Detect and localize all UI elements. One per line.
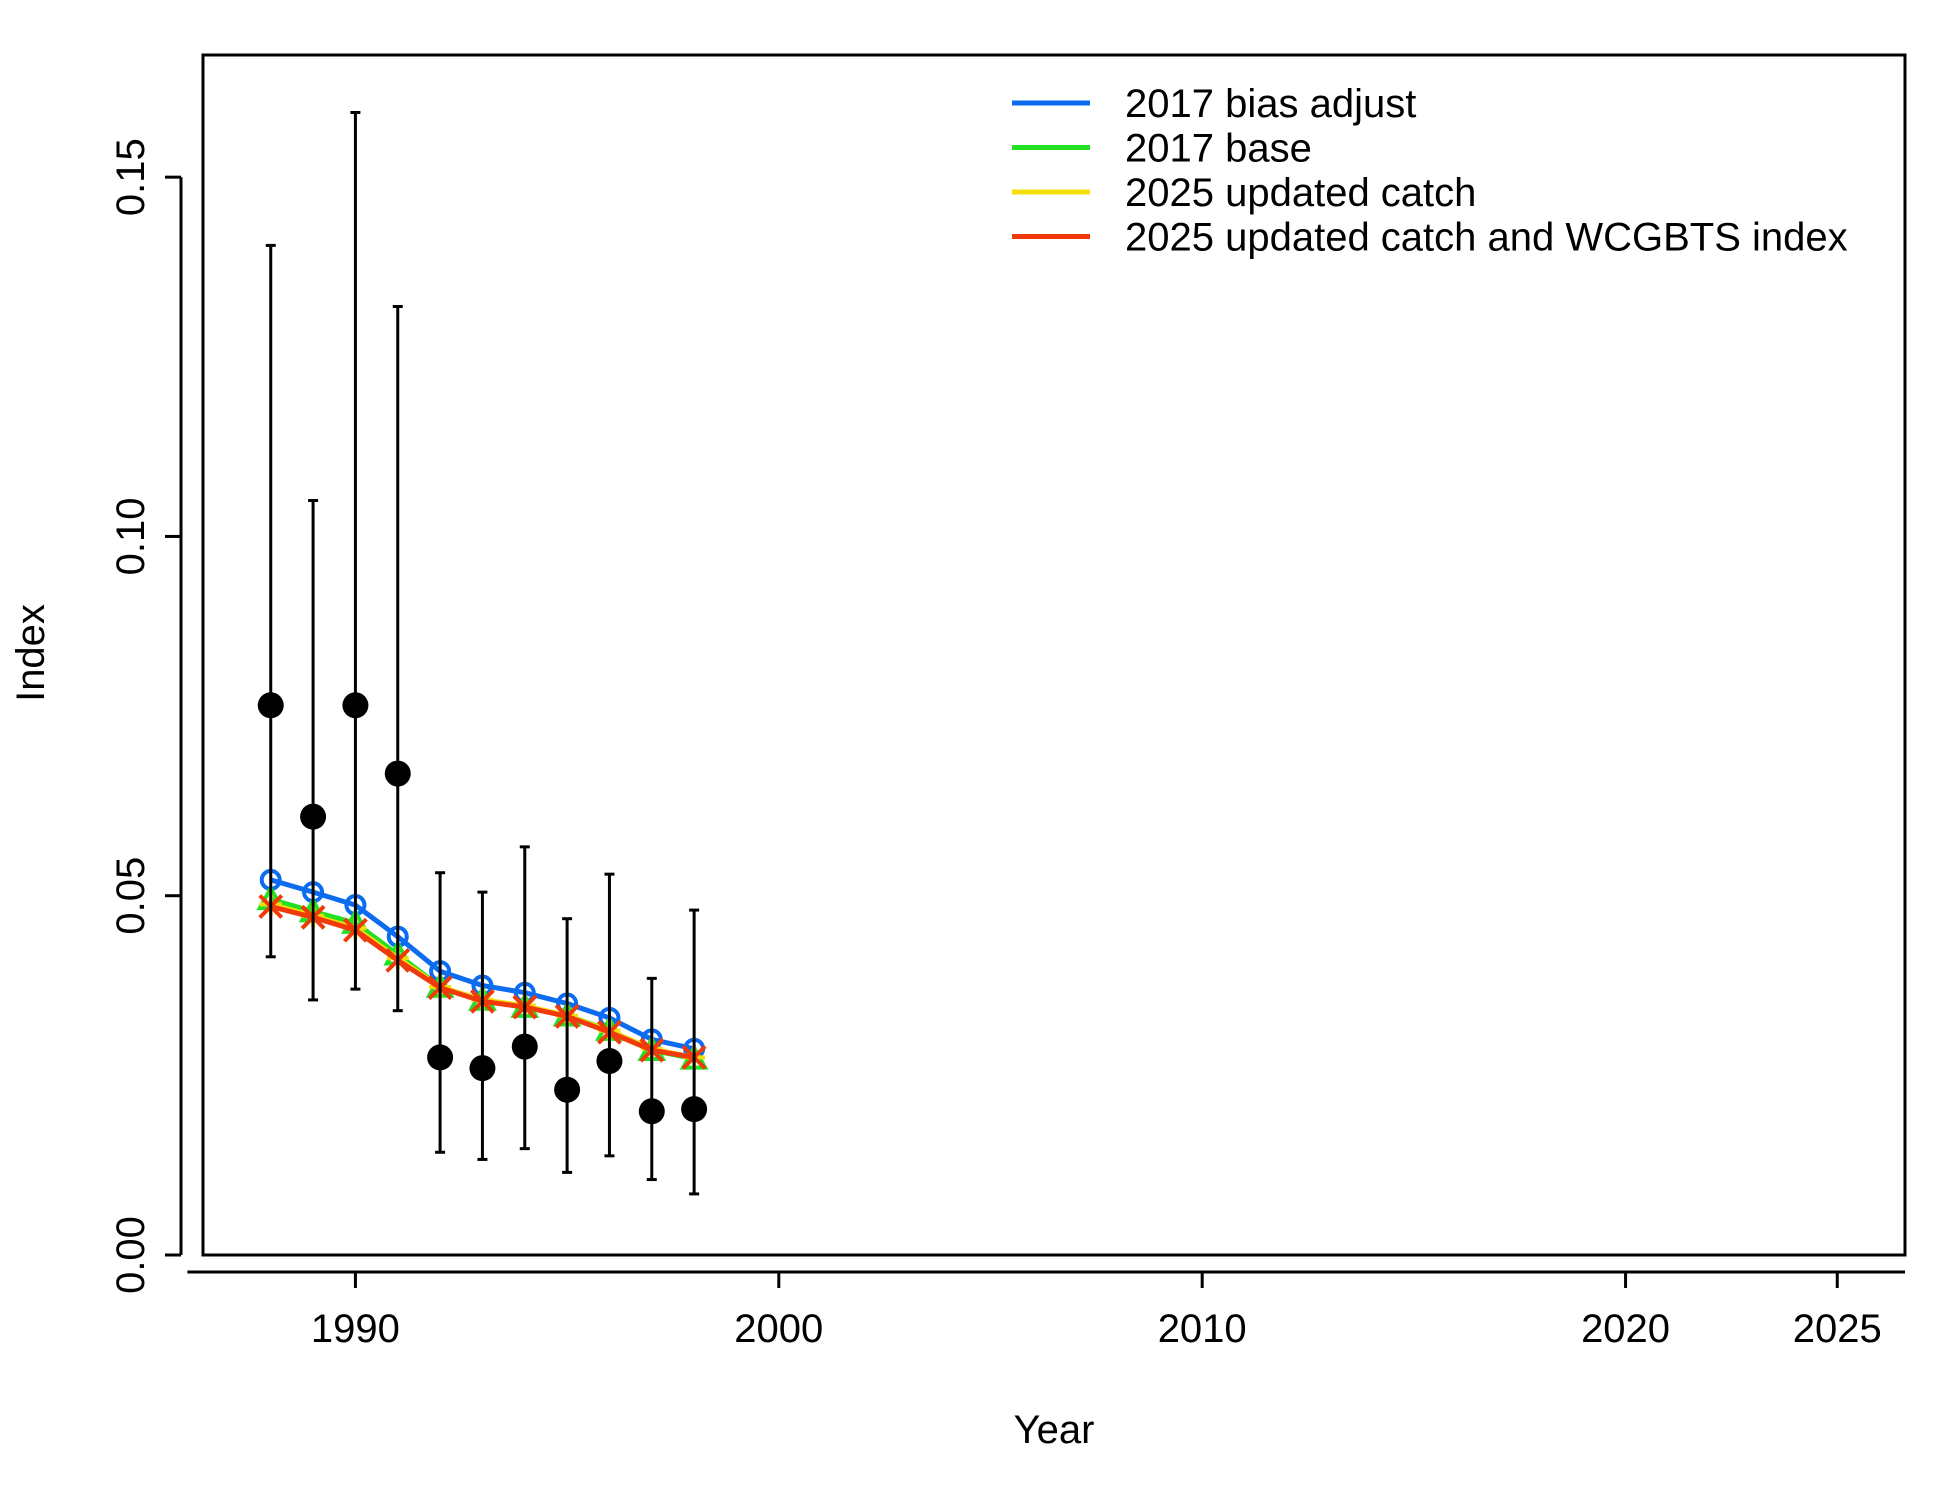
observed-point (300, 803, 327, 830)
y-tick-label: 0.10 (109, 498, 153, 576)
y-tick-label: 0.00 (109, 1216, 153, 1294)
y-axis: 0.00 0.05 0.10 0.15 (109, 138, 183, 1294)
observed-point (511, 1033, 538, 1060)
observed-point (469, 1055, 496, 1082)
y-tick-label: 0.15 (109, 138, 153, 216)
observed-point-group (638, 976, 665, 1182)
x-tick-label: 1990 (311, 1307, 400, 1351)
observed-point-group (384, 304, 411, 1013)
observed-point-group (681, 908, 708, 1196)
legend-label: 2017 base (1125, 127, 1312, 171)
plot-frame (201, 53, 1907, 1257)
observed-point-group (596, 872, 623, 1158)
x-tick-label: 2010 (1158, 1307, 1247, 1351)
observed-point-group (511, 845, 538, 1151)
x-tick-label: 2025 (1793, 1307, 1882, 1351)
observed-point (427, 1044, 454, 1071)
observed-index-layer (257, 110, 708, 1196)
legend-item: 2017 bias adjust (1012, 82, 1416, 126)
x-tick-label: 2020 (1581, 1307, 1670, 1351)
observed-point-group (342, 110, 369, 991)
observed-point-group (427, 871, 454, 1154)
observed-point-group (300, 499, 327, 1002)
x-axis: 1990 2000 2010 2020 2025 (187, 1270, 1905, 1351)
x-axis-title: Year (1014, 1408, 1095, 1452)
legend-label: 2025 updated catch (1125, 171, 1476, 215)
observed-point (596, 1047, 623, 1074)
observed-point (342, 692, 369, 719)
legend-item: 2025 updated catch and WCGBTS index (1012, 216, 1848, 260)
observed-point-group (469, 890, 496, 1161)
legend-label: 2025 updated catch and WCGBTS index (1125, 216, 1848, 260)
x-tick-label: 2000 (734, 1307, 823, 1351)
legend-label: 2017 bias adjust (1125, 82, 1416, 126)
y-tick-label: 0.05 (109, 857, 153, 935)
observed-point-group (257, 243, 284, 959)
observed-point (681, 1096, 708, 1123)
legend-item: 2025 updated catch (1012, 171, 1476, 215)
observed-point-group (554, 917, 581, 1174)
observed-point (257, 692, 284, 719)
observed-point (554, 1076, 581, 1103)
legend-item: 2017 base (1012, 127, 1312, 171)
observed-point (638, 1098, 665, 1125)
y-axis-title: Index (9, 604, 53, 702)
observed-point (384, 760, 411, 787)
